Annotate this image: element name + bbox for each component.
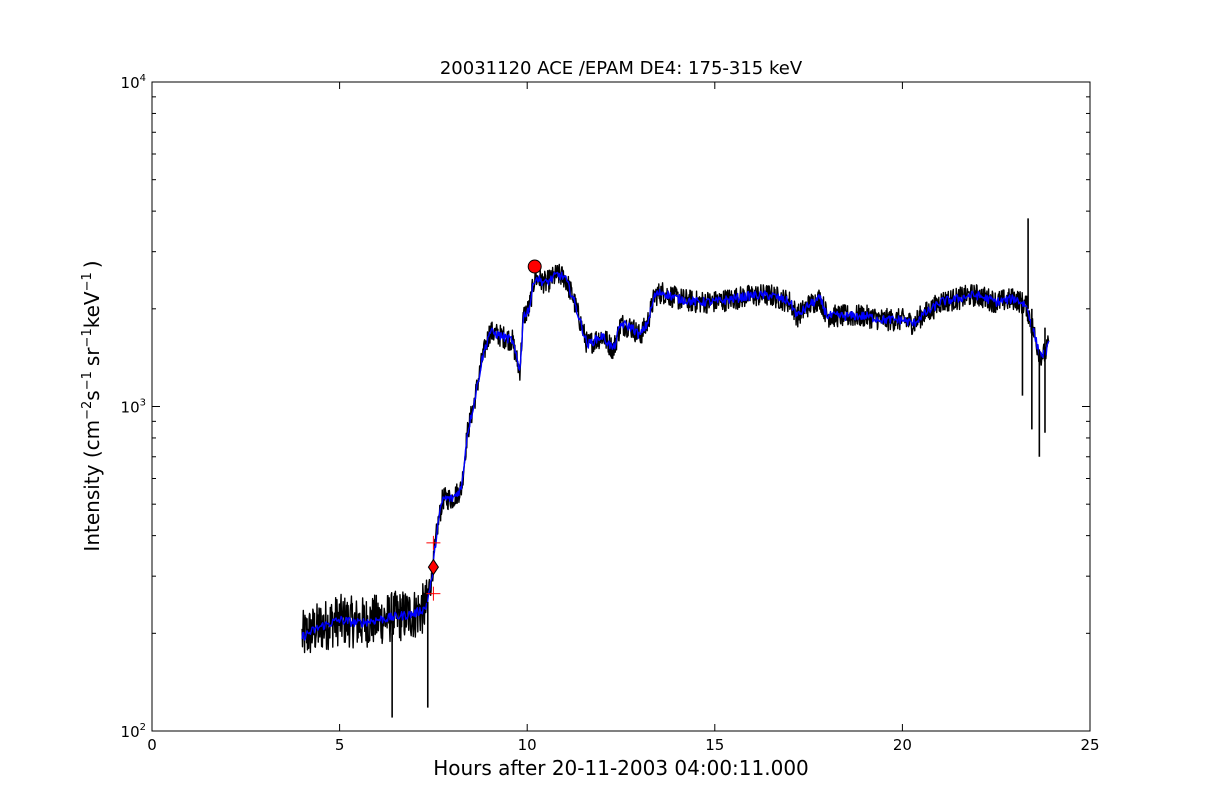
chart-title: 20031120 ACE /EPAM DE4: 175-315 keV [440, 58, 803, 79]
onset-marker-diamond [427, 558, 440, 576]
series-smoothed-line [301, 271, 1050, 641]
x-tick-label: 10 [518, 736, 537, 754]
onset-bound-plus-marker [426, 586, 441, 601]
y-label-unit-s: s [80, 390, 104, 400]
peak-marker-circle [527, 259, 542, 274]
x-tick-label: 5 [335, 736, 345, 754]
y-tick-label: 103 [121, 398, 146, 417]
y-label-exp-3: −1 [80, 328, 95, 347]
plot-data [301, 218, 1050, 718]
y-label-unit-kev: keV [80, 291, 104, 328]
y-label-suffix: ) [80, 260, 104, 268]
plot-area-frame [151, 81, 1091, 732]
onset-bound-plus-marker [426, 535, 441, 550]
x-tick-label: 20 [893, 736, 912, 754]
y-label-prefix: Intensity (cm [80, 420, 104, 552]
y-label-exp-1: −2 [80, 401, 95, 420]
y-label-exp-2: −1 [80, 371, 95, 390]
x-tick-label: 15 [705, 736, 724, 754]
x-tick-label: 0 [147, 736, 157, 754]
y-label-unit-sr: sr [80, 347, 104, 366]
y-label-exp-4: −1 [80, 272, 95, 291]
axis-tick-labels: 0 5 10 15 20 25 102 103 104 [121, 73, 1100, 754]
x-axis-label: Hours after 20-11-2003 04:00:11.000 [433, 756, 809, 780]
x-tick-label: 25 [1080, 736, 1099, 754]
y-axis-label: Intensity (cm−2s−1sr−1keV−1) [80, 260, 104, 551]
y-tick-label: 104 [121, 73, 146, 92]
y-tick-label: 102 [121, 722, 146, 741]
series-raw-line [301, 263, 1050, 654]
